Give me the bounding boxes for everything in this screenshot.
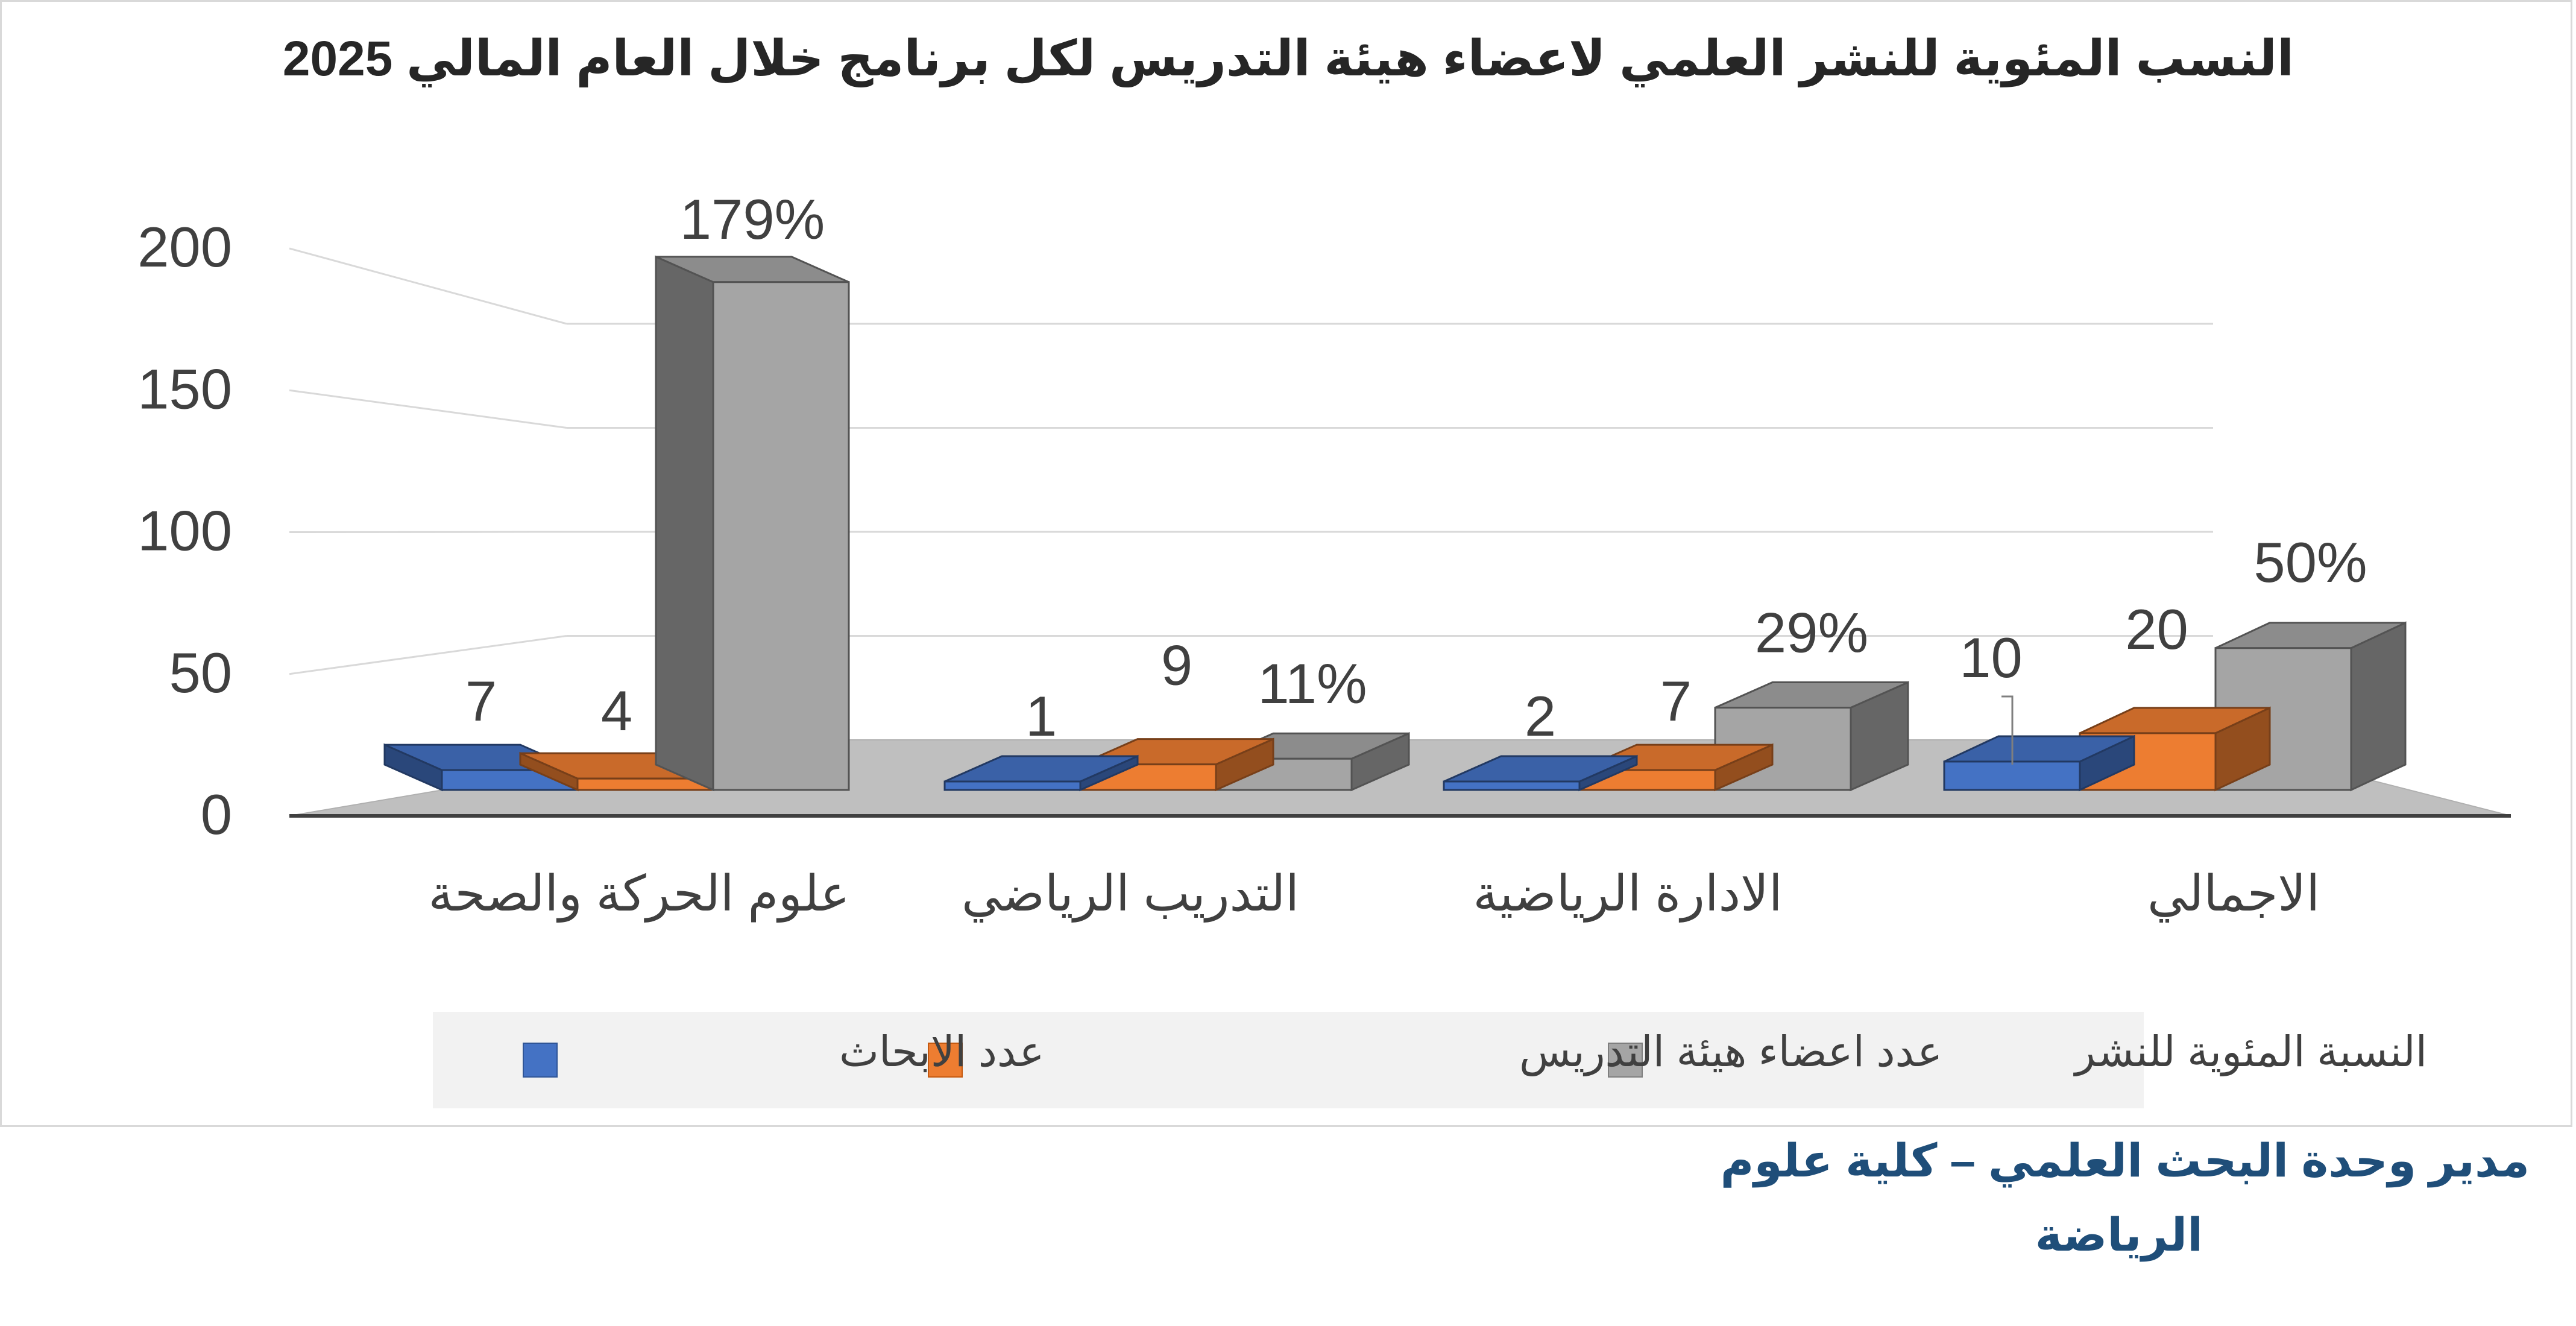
bar-side bbox=[655, 255, 714, 792]
y-tick-label: 50 bbox=[169, 641, 232, 704]
legend-label-faculty-count: عدد اعضاء هيئة التدريس bbox=[1519, 1028, 1942, 1076]
bar-0-2 bbox=[1443, 754, 1638, 792]
footer-signature-line2: الرياضة bbox=[2035, 1210, 2203, 1261]
bar-front bbox=[1943, 760, 2081, 791]
gridline-side bbox=[289, 247, 567, 325]
data-label: 4 bbox=[601, 679, 632, 742]
data-label: 1 bbox=[1025, 684, 1057, 748]
data-label: 179% bbox=[680, 188, 825, 251]
legend: النسبة المئوية للنشر عدد اعضاء هيئة التد… bbox=[433, 1012, 2427, 1108]
gridline-side bbox=[289, 389, 567, 429]
y-tick-label: 100 bbox=[137, 499, 232, 563]
legend-label-research-count: عدد الابحاث bbox=[839, 1028, 1044, 1075]
x-category-label: التدريب الرياضي bbox=[962, 867, 1299, 923]
footer-signature-line1: مدير وحدة البحث العلمي – كلية علوم bbox=[1720, 1135, 2530, 1187]
chart-svg: 0 50 100 150 200 7 4 179% 11% 9 1 29% 7 2 50% 20 10 علوم… bbox=[137, 31, 2511, 1108]
y-tick-label: 150 bbox=[137, 357, 232, 420]
legend-swatch-research-count bbox=[523, 1043, 558, 1078]
bar-front bbox=[943, 780, 1082, 791]
bars-layer bbox=[383, 255, 2407, 792]
x-category-label: الادارة الرياضية bbox=[1473, 867, 1782, 923]
data-label: 29% bbox=[1755, 601, 1868, 665]
labels-layer: 7 4 179% 11% 9 1 29% 7 2 50% 20 10 علوم الحركة والصح… bbox=[428, 188, 2367, 923]
legend-background bbox=[433, 1012, 2144, 1108]
gridline-side bbox=[289, 635, 567, 675]
data-label: 7 bbox=[1660, 669, 1692, 733]
legend-swatch-faculty-count bbox=[928, 1043, 963, 1078]
bar-0-1 bbox=[943, 754, 1139, 792]
y-tick-label: 200 bbox=[137, 215, 232, 279]
bar-1-3 bbox=[2079, 706, 2271, 792]
data-label-leader bbox=[2001, 695, 2014, 765]
bar-front bbox=[712, 281, 850, 791]
legend-swatch-publication-rate bbox=[1608, 1043, 1643, 1078]
x-category-label: علوم الحركة والصحة bbox=[428, 867, 849, 923]
data-label: 2 bbox=[1525, 684, 1556, 748]
data-label: 7 bbox=[465, 669, 497, 733]
chart-title: النسب المئوية للنشر العلمي لاعضاء هيئة ا… bbox=[283, 31, 2294, 87]
bar-2-0 bbox=[655, 255, 850, 792]
data-label: 11% bbox=[1258, 652, 1367, 715]
data-label: 9 bbox=[1161, 634, 1192, 697]
data-label: 20 bbox=[2125, 598, 2188, 661]
legend-label-publication-rate: النسبة المئوية للنشر bbox=[2073, 1028, 2427, 1076]
x-category-label: الاجمالي bbox=[2147, 867, 2320, 923]
y-tick-label: 0 bbox=[201, 783, 232, 846]
bar-0-3 bbox=[1943, 734, 2135, 792]
bar-front bbox=[1443, 780, 1581, 791]
bar-side bbox=[2350, 621, 2407, 792]
data-label: 10 bbox=[1959, 626, 2023, 689]
chart-area bbox=[0, 0, 2572, 1127]
data-label: 50% bbox=[2253, 531, 2367, 594]
